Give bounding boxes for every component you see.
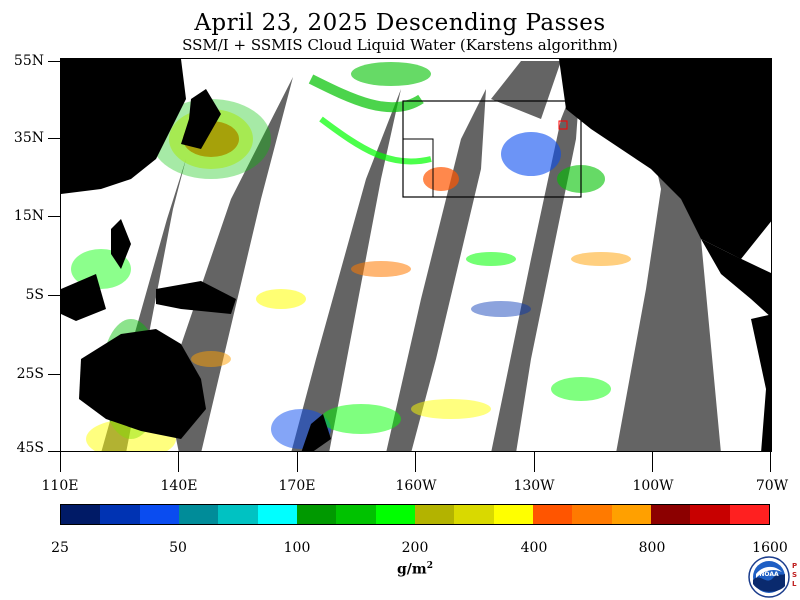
colorbar-cell bbox=[493, 505, 533, 524]
map-subtitle: SSM/I + SSMIS Cloud Liquid Water (Karste… bbox=[182, 36, 618, 54]
lat-label-15n: 15N bbox=[13, 208, 44, 224]
lon-label-160w: 160W bbox=[395, 478, 437, 494]
colorbar-cell bbox=[296, 505, 337, 524]
cloud-water-map bbox=[61, 59, 771, 451]
lon-label-140e: 140E bbox=[160, 478, 198, 494]
philippines bbox=[111, 219, 131, 269]
colorbar-unit: g/m2 bbox=[0, 561, 800, 578]
colorbar-label-400: 400 bbox=[520, 540, 548, 556]
lat-label-25s: 25S bbox=[16, 366, 44, 382]
central-america bbox=[701, 239, 771, 318]
colorbar-cell bbox=[139, 505, 179, 524]
logo-name: NOAA bbox=[759, 571, 779, 578]
lat-label-5s: 5S bbox=[25, 287, 45, 303]
colorbar-label-50: 50 bbox=[169, 540, 187, 556]
colorbar-cell bbox=[650, 505, 691, 524]
lon-tick bbox=[652, 452, 653, 472]
colorbar-label-100: 100 bbox=[283, 540, 311, 556]
new-zealand bbox=[301, 414, 331, 451]
colorbar-cell bbox=[572, 505, 612, 524]
lon-tick bbox=[770, 452, 771, 472]
lat-tick bbox=[48, 451, 60, 452]
lon-label-100w: 100W bbox=[632, 478, 674, 494]
colorbar-cell bbox=[257, 505, 297, 524]
lon-tick bbox=[178, 452, 179, 472]
noaa-logo-icon: NOAA bbox=[748, 556, 790, 598]
lon-tick bbox=[297, 452, 298, 472]
colorbar-cell bbox=[61, 505, 101, 524]
colorbar-cell bbox=[611, 505, 651, 524]
colorbar-cell bbox=[218, 505, 258, 524]
lat-tick bbox=[48, 374, 60, 375]
colorbar-unit-text: g/m bbox=[397, 561, 427, 578]
swath-gap-3 bbox=[291, 89, 401, 451]
map-title: April 23, 2025 Descending Passes bbox=[194, 10, 606, 36]
region-box-small bbox=[402, 138, 434, 198]
australia bbox=[79, 329, 206, 439]
lat-tick bbox=[48, 138, 60, 139]
south-america bbox=[751, 314, 771, 451]
swath-gap-6 bbox=[616, 99, 721, 451]
colorbar-label-1600: 1600 bbox=[752, 540, 788, 556]
region-box-red bbox=[558, 120, 568, 130]
lon-label-70w: 70W bbox=[755, 478, 789, 494]
lat-label-35n: 35N bbox=[13, 130, 44, 146]
lat-tick bbox=[48, 295, 60, 296]
new-guinea bbox=[156, 281, 236, 314]
swath-gap-5 bbox=[491, 69, 581, 451]
colorbar-cell bbox=[690, 505, 730, 524]
lon-tick bbox=[415, 452, 416, 472]
lon-label-130w: 130W bbox=[513, 478, 555, 494]
map-panel bbox=[60, 58, 772, 452]
lon-tick bbox=[534, 452, 535, 472]
colorbar-unit-sup: 2 bbox=[426, 561, 433, 571]
colorbar-cell bbox=[454, 505, 494, 524]
swath-gap-7 bbox=[491, 61, 561, 119]
lat-label-45s: 45S bbox=[16, 440, 44, 456]
colorbar-cell bbox=[375, 505, 415, 524]
japan bbox=[181, 89, 221, 149]
lat-label-55n: 55N bbox=[13, 53, 44, 69]
colorbar-cell bbox=[336, 505, 376, 524]
colorbar-cell bbox=[532, 505, 573, 524]
swath-gap-4 bbox=[386, 89, 486, 451]
lat-tick bbox=[48, 216, 60, 217]
colorbar-cell bbox=[178, 505, 219, 524]
lat-tick bbox=[48, 61, 60, 62]
colorbar-cell bbox=[729, 505, 769, 524]
colorbar-label-25: 25 bbox=[51, 540, 69, 556]
borneo bbox=[61, 274, 106, 321]
colorbar-label-200: 200 bbox=[401, 540, 429, 556]
lon-tick bbox=[60, 452, 61, 472]
colorbar-cell bbox=[100, 505, 140, 524]
asia-landmass bbox=[61, 59, 186, 194]
colorbar-cell bbox=[414, 505, 455, 524]
lon-label-170e: 170E bbox=[278, 478, 316, 494]
land bbox=[61, 59, 771, 451]
colorbar bbox=[60, 504, 770, 525]
colorbar-label-800: 800 bbox=[638, 540, 666, 556]
lon-label-110e: 110E bbox=[41, 478, 79, 494]
north-america bbox=[559, 59, 771, 259]
